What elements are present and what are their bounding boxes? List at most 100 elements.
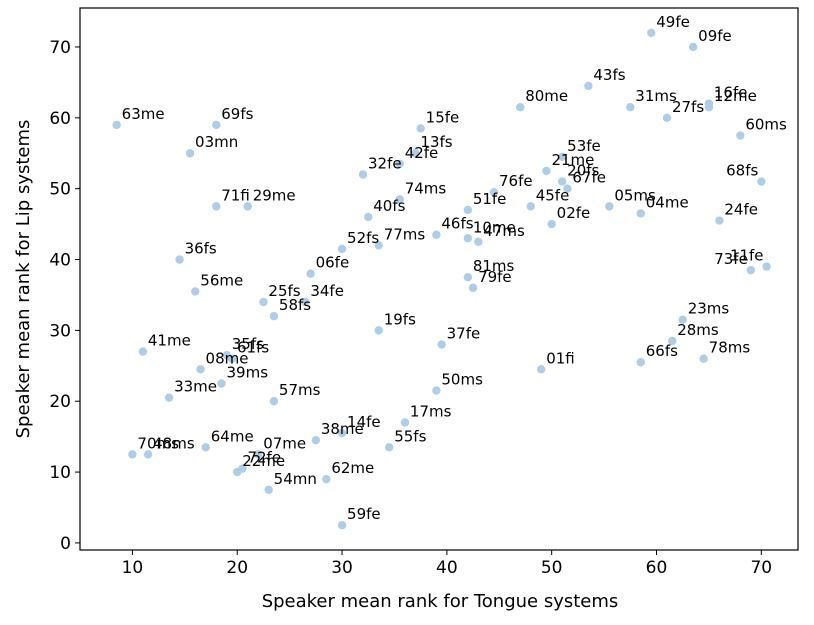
scatter-point	[662, 113, 672, 123]
scatter-point	[757, 177, 766, 186]
point-label: 80me	[525, 87, 568, 105]
point-label: 21me	[551, 151, 594, 169]
scatter-point	[201, 443, 210, 452]
point-label: 55fs	[394, 427, 426, 445]
scatter-point	[468, 283, 478, 293]
scatter-point	[432, 386, 441, 395]
scatter-point	[526, 202, 535, 211]
scatter-point	[112, 120, 121, 130]
point-label: 70ms	[137, 434, 179, 452]
scatter-point	[128, 450, 137, 459]
scatter-point	[374, 326, 383, 335]
point-label: 77ms	[384, 225, 426, 243]
point-label: 67fe	[572, 169, 606, 187]
scatter-point	[463, 234, 473, 243]
point-label: 56me	[200, 271, 243, 289]
scatter-point	[164, 393, 174, 402]
point-label: 60ms	[745, 116, 787, 134]
scatter-point	[269, 311, 279, 321]
data-points	[112, 28, 771, 530]
point-label: 04me	[646, 193, 689, 211]
x-axis-ticks: 10 20 30 40 50 60 70	[122, 550, 772, 578]
scatter-point	[584, 81, 593, 91]
point-label: 66fs	[646, 342, 678, 360]
y-axis-ticks: 0 10 20 30 40 50 60 70	[49, 38, 80, 554]
scatter-point	[489, 188, 499, 197]
scatter-point	[704, 102, 714, 112]
point-label: 39ms	[227, 364, 269, 382]
scatter-point	[547, 219, 556, 229]
point-label: 49fe	[656, 13, 690, 31]
scatter-point	[322, 474, 331, 484]
point-label: 29me	[253, 186, 296, 204]
point-label: 62me	[331, 459, 374, 477]
point-label: 52fs	[347, 229, 379, 247]
y-tick-label: 0	[60, 534, 71, 554]
scatter-point	[185, 149, 195, 158]
plot-frame	[79, 7, 799, 551]
point-label: 11fe	[730, 247, 764, 265]
scatter-point	[437, 340, 446, 349]
point-label: 53fe	[567, 137, 601, 155]
point-label: 20fs	[567, 162, 599, 180]
x-tick-label: 60	[646, 558, 668, 578]
x-tick-label: 10	[122, 558, 144, 578]
scatter-point	[301, 297, 310, 307]
scatter-point	[400, 418, 410, 427]
y-tick-label: 70	[49, 38, 71, 58]
point-label: 23ms	[688, 300, 730, 318]
point-label: 64me	[211, 427, 254, 445]
scatter-point	[715, 216, 724, 225]
scatter-point	[253, 450, 263, 459]
scatter-point	[762, 262, 771, 271]
x-tick-label: 30	[331, 558, 353, 578]
scatter-point	[212, 202, 221, 211]
scatter-point	[259, 297, 268, 307]
scatter-point	[746, 265, 756, 275]
scatter-point	[699, 354, 708, 363]
x-tick-label: 70	[750, 558, 772, 578]
point-label: 32fe	[368, 154, 402, 172]
y-tick-label: 60	[49, 109, 71, 129]
scatter-point	[191, 287, 200, 296]
y-tick-label: 30	[49, 321, 71, 341]
x-tick-label: 50	[541, 558, 563, 578]
scatter-point	[432, 230, 441, 239]
point-label: 38me	[321, 420, 364, 438]
point-label: 41me	[148, 332, 191, 350]
point-label: 24fe	[724, 201, 758, 219]
point-label: 69fs	[221, 105, 253, 123]
point-label: 73fe	[714, 250, 748, 268]
point-label: 08me	[206, 349, 249, 367]
scatter-point	[143, 450, 153, 459]
scatter-point	[536, 365, 546, 374]
scatter-point	[647, 28, 656, 37]
point-label: 58fs	[279, 296, 311, 314]
point-label: 61fs	[237, 339, 269, 357]
scatter-point	[463, 273, 473, 282]
point-label: 25fs	[268, 282, 300, 300]
point-label: 13fs	[420, 133, 452, 151]
point-label: 14fe	[347, 413, 381, 431]
scatter-point	[364, 212, 373, 222]
scatter-point	[269, 397, 279, 406]
scatter-point	[463, 205, 473, 215]
point-label: 43fs	[593, 66, 625, 84]
scatter-point	[243, 202, 252, 211]
point-label: 76fe	[499, 172, 533, 190]
point-label: 54mn	[274, 470, 317, 488]
scatter-point	[175, 255, 184, 264]
y-tick-label: 20	[49, 392, 71, 412]
point-label: 27fs	[672, 98, 704, 116]
point-label: 71fi	[221, 186, 250, 204]
point-label: 40fs	[373, 197, 405, 215]
scatter-point	[395, 195, 404, 204]
scatter-point	[678, 315, 687, 324]
point-label: 06fe	[316, 254, 350, 272]
scatter-point	[212, 120, 221, 130]
point-label: 33me	[174, 378, 217, 396]
point-label: 74ms	[405, 179, 447, 197]
point-label: 48ms	[153, 434, 195, 452]
point-label: 15fe	[426, 108, 460, 126]
point-label: 10me	[473, 218, 516, 236]
